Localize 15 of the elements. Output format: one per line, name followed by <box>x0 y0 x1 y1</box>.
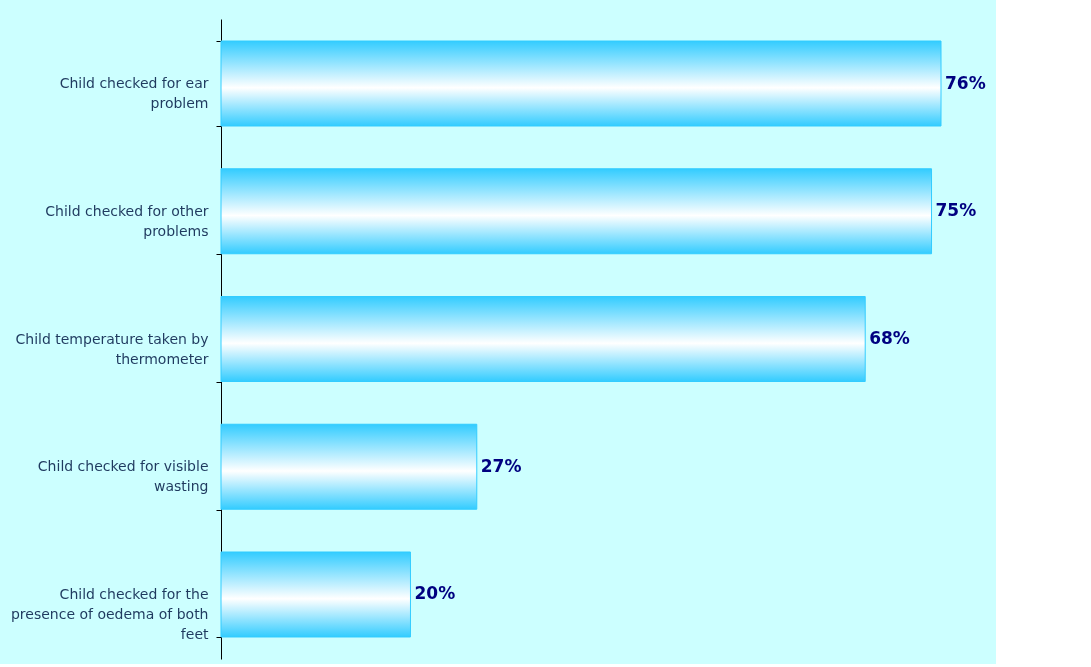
y-tick-label: Child checked for other problems <box>45 202 209 239</box>
data-label: 68% <box>869 328 910 348</box>
bar <box>220 551 411 638</box>
data-label: 20% <box>414 583 456 604</box>
bar <box>220 40 942 127</box>
bar <box>220 423 478 510</box>
y-tick-label: Child temperature taken by thermometer <box>15 330 209 367</box>
y-tick-label: Child checked for visible wasting <box>37 458 209 495</box>
data-label: 27% <box>480 455 522 476</box>
data-label: 76% <box>945 72 986 93</box>
y-tick-label: Child checked for ear problem <box>59 75 209 112</box>
bar <box>220 168 933 255</box>
bar <box>220 296 866 382</box>
y-tick-label: Child checked for the presence of oedema of both feet <box>10 585 209 642</box>
data-label: 75% <box>935 200 977 221</box>
